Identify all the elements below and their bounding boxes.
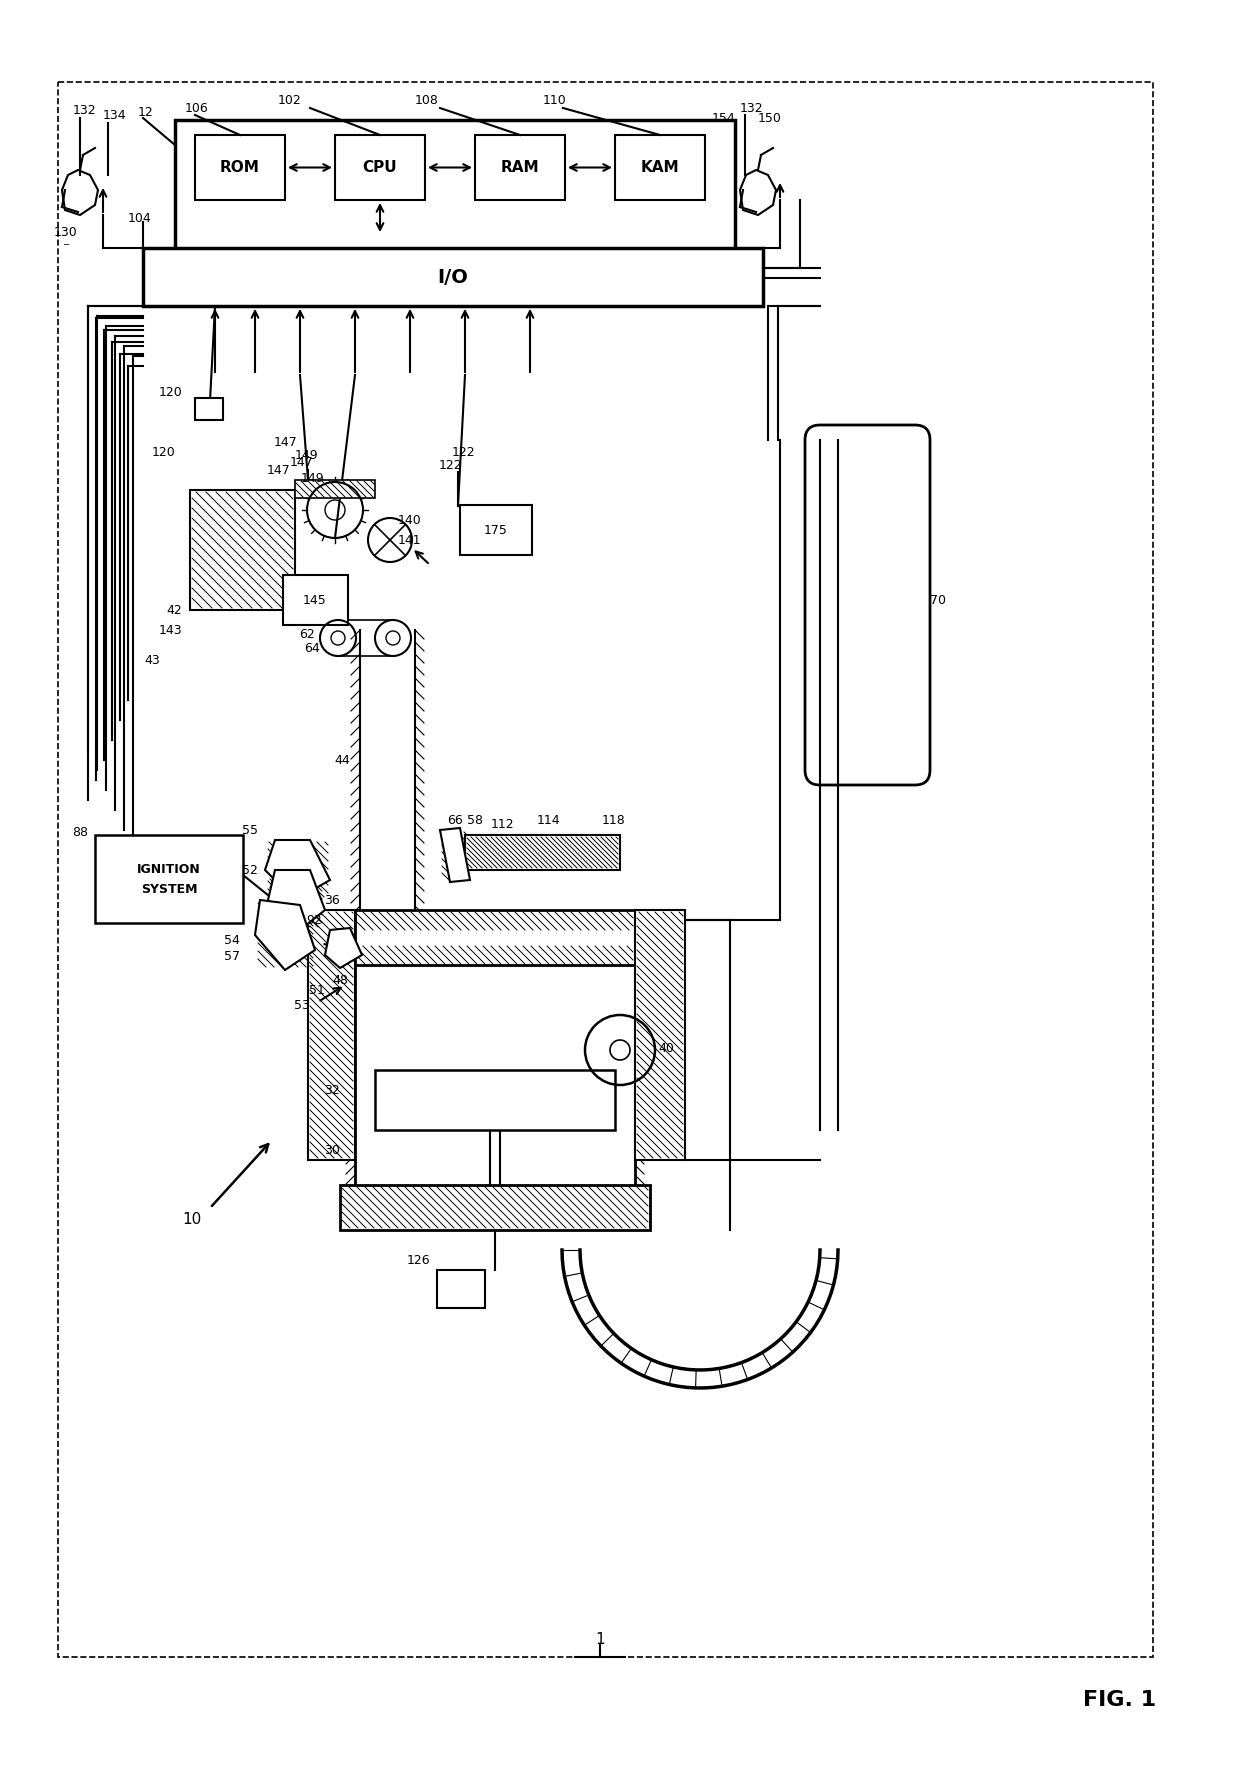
Bar <box>195 398 223 420</box>
Text: SYSTEM: SYSTEM <box>141 882 197 896</box>
Text: 40: 40 <box>658 1041 673 1054</box>
Text: 132: 132 <box>73 103 97 117</box>
Bar <box>340 1185 650 1231</box>
Text: 120: 120 <box>159 386 182 398</box>
Polygon shape <box>255 900 315 971</box>
Text: CPU: CPU <box>362 159 397 175</box>
Text: 62: 62 <box>299 627 315 641</box>
Text: ROM: ROM <box>219 159 260 175</box>
Bar <box>283 576 348 625</box>
Text: 120: 120 <box>151 446 175 459</box>
Text: 114: 114 <box>536 813 559 827</box>
Bar <box>460 505 532 554</box>
Bar <box>374 1070 615 1130</box>
Text: 36: 36 <box>324 894 340 907</box>
Text: 53: 53 <box>294 999 310 1011</box>
Text: 52: 52 <box>242 864 258 877</box>
Text: 88: 88 <box>72 825 88 838</box>
Polygon shape <box>265 839 330 900</box>
Text: 32: 32 <box>324 1084 340 1096</box>
Text: 106: 106 <box>185 101 208 115</box>
Bar <box>58 81 1153 1658</box>
Text: 43: 43 <box>144 653 160 666</box>
Text: 58: 58 <box>467 813 484 827</box>
Text: 64: 64 <box>304 641 320 655</box>
Polygon shape <box>440 829 470 882</box>
Text: 126: 126 <box>407 1254 430 1266</box>
FancyBboxPatch shape <box>805 425 930 785</box>
Text: 92: 92 <box>306 914 322 926</box>
Text: 122: 122 <box>453 446 476 459</box>
Text: 132: 132 <box>740 101 764 115</box>
Text: 147: 147 <box>290 455 314 469</box>
Bar <box>175 120 735 299</box>
Bar <box>308 910 355 1160</box>
Text: 108: 108 <box>415 94 439 106</box>
Text: IGNITION: IGNITION <box>138 862 201 875</box>
Text: 175: 175 <box>484 524 508 537</box>
Text: RAM: RAM <box>501 159 539 175</box>
Text: 104: 104 <box>128 211 151 225</box>
Bar <box>190 491 295 609</box>
Text: 57: 57 <box>224 949 241 962</box>
Bar <box>95 834 243 923</box>
Text: 12: 12 <box>138 106 154 119</box>
Text: 154: 154 <box>712 112 735 124</box>
Text: 149: 149 <box>294 448 317 462</box>
Text: 141: 141 <box>398 533 422 547</box>
Bar <box>355 910 635 965</box>
Bar <box>335 135 425 200</box>
Text: 102: 102 <box>278 94 301 106</box>
Text: 147: 147 <box>267 464 290 476</box>
Text: 10: 10 <box>182 1213 202 1227</box>
Bar <box>143 248 763 306</box>
Text: 143: 143 <box>159 623 182 636</box>
Text: 51: 51 <box>309 983 325 997</box>
Text: 70: 70 <box>930 593 946 606</box>
Text: 54: 54 <box>224 933 241 946</box>
Text: 30: 30 <box>324 1144 340 1156</box>
Text: ─: ─ <box>63 239 68 248</box>
Bar <box>635 910 684 1160</box>
Bar <box>475 135 565 200</box>
Text: 134: 134 <box>103 108 126 122</box>
Text: 66: 66 <box>448 813 463 827</box>
Text: 150: 150 <box>758 112 782 124</box>
Text: I/O: I/O <box>438 267 469 287</box>
Text: 112: 112 <box>490 818 513 831</box>
Text: 44: 44 <box>335 753 350 767</box>
Text: 149: 149 <box>300 471 324 485</box>
Text: 122: 122 <box>438 459 461 471</box>
Text: 145: 145 <box>303 593 327 606</box>
Bar <box>295 480 374 498</box>
Text: 42: 42 <box>166 604 182 616</box>
Bar <box>195 135 285 200</box>
Text: 130: 130 <box>55 225 78 239</box>
Text: KAM: KAM <box>641 159 680 175</box>
Text: 110: 110 <box>543 94 567 106</box>
Text: 48: 48 <box>332 974 348 986</box>
Bar <box>615 135 706 200</box>
Text: 140: 140 <box>398 514 422 526</box>
Text: FIG. 1: FIG. 1 <box>1084 1690 1157 1711</box>
Polygon shape <box>268 870 325 930</box>
Bar <box>465 834 620 870</box>
Polygon shape <box>325 928 362 969</box>
Text: 55: 55 <box>242 824 258 836</box>
Text: 118: 118 <box>603 813 626 827</box>
Bar <box>436 1270 485 1309</box>
Text: 1: 1 <box>595 1633 605 1647</box>
Text: 147: 147 <box>273 436 298 448</box>
